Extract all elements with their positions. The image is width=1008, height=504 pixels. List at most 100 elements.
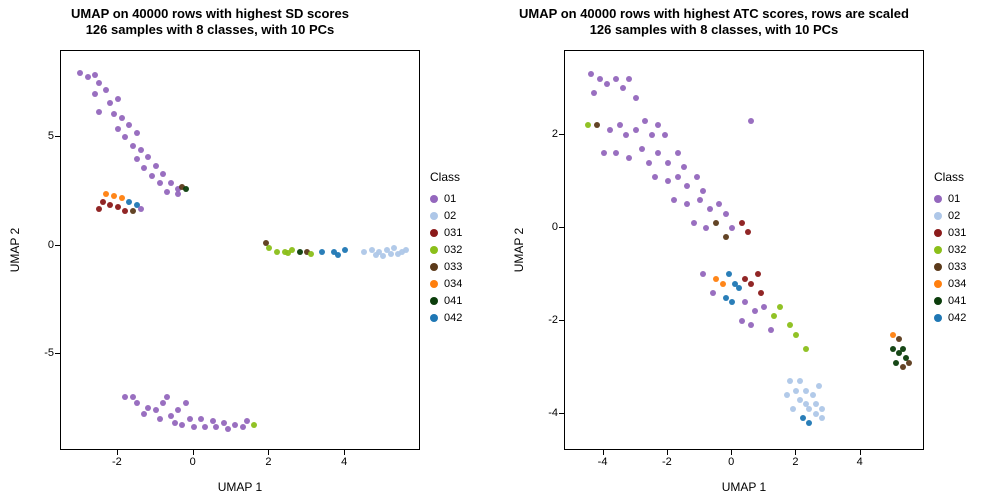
scatter-point: [745, 229, 751, 235]
scatter-point: [380, 253, 386, 259]
scatter-point: [675, 174, 681, 180]
left-xlabel: UMAP 1: [60, 480, 420, 494]
scatter-point: [187, 416, 193, 422]
legend-item: 032: [934, 241, 966, 258]
scatter-point: [172, 420, 178, 426]
scatter-point: [594, 122, 600, 128]
scatter-point: [198, 416, 204, 422]
y-tick: 0: [30, 238, 54, 252]
scatter-point: [202, 424, 208, 430]
y-tick: -4: [534, 406, 558, 420]
legend-item: 01: [430, 190, 462, 207]
legend-items: 0102031032033034041042: [934, 190, 966, 326]
x-tick: 4: [840, 456, 880, 468]
scatter-point: [134, 400, 140, 406]
scatter-point: [793, 332, 799, 338]
scatter-point: [620, 85, 626, 91]
scatter-point: [111, 111, 117, 117]
legend-swatch-icon: [430, 246, 438, 254]
legend-label: 032: [948, 244, 966, 256]
scatter-point: [633, 127, 639, 133]
scatter-point: [319, 249, 325, 255]
legend-items: 0102031032033034041042: [430, 190, 462, 326]
scatter-point: [755, 271, 761, 277]
legend-swatch-icon: [934, 280, 942, 288]
scatter-point: [617, 122, 623, 128]
scatter-point: [597, 76, 603, 82]
left-panel: UMAP on 40000 rows with highest SD score…: [0, 0, 504, 504]
scatter-point: [183, 186, 189, 192]
y-tick: 5: [30, 129, 54, 143]
scatter-point: [149, 173, 155, 179]
legend-label: 01: [444, 193, 456, 205]
scatter-point: [92, 72, 98, 78]
scatter-point: [175, 407, 181, 413]
scatter-point: [710, 290, 716, 296]
scatter-point: [729, 299, 735, 305]
scatter-point: [819, 406, 825, 412]
legend-title: Class: [430, 170, 462, 184]
y-tick: -5: [30, 346, 54, 360]
scatter-point: [210, 418, 216, 424]
left-title-line2: 126 samples with 8 classes, with 10 PCs: [86, 22, 335, 37]
legend-label: 02: [444, 210, 456, 222]
scatter-point: [240, 424, 246, 430]
legend-swatch-icon: [430, 229, 438, 237]
scatter-point: [742, 299, 748, 305]
scatter-point: [119, 115, 125, 121]
scatter-point: [266, 245, 272, 251]
scatter-point: [819, 415, 825, 421]
scatter-point: [168, 413, 174, 419]
legend-item: 041: [934, 292, 966, 309]
scatter-point: [797, 378, 803, 384]
scatter-point: [157, 416, 163, 422]
scatter-point: [697, 197, 703, 203]
legend-swatch-icon: [934, 314, 942, 322]
scatter-point: [665, 178, 671, 184]
legend-item: 033: [430, 258, 462, 275]
scatter-point: [723, 295, 729, 301]
scatter-point: [793, 388, 799, 394]
legend-item: 031: [934, 224, 966, 241]
legend-title: Class: [934, 170, 966, 184]
scatter-point: [716, 201, 722, 207]
scatter-point: [748, 281, 754, 287]
scatter-point: [111, 193, 117, 199]
scatter-point: [115, 126, 121, 132]
scatter-point: [684, 183, 690, 189]
scatter-point: [684, 201, 690, 207]
scatter-point: [723, 234, 729, 240]
scatter-point: [85, 74, 91, 80]
legend-label: 032: [444, 244, 462, 256]
scatter-point: [649, 132, 655, 138]
scatter-point: [251, 422, 257, 428]
legend-item: 034: [934, 275, 966, 292]
legend-swatch-icon: [934, 212, 942, 220]
page: UMAP on 40000 rows with highest SD score…: [0, 0, 1008, 504]
scatter-point: [391, 245, 397, 251]
scatter-point: [655, 150, 661, 156]
scatter-point: [130, 208, 136, 214]
scatter-point: [160, 171, 166, 177]
legend-item: 01: [934, 190, 966, 207]
right-ylabel: UMAP 2: [512, 50, 532, 450]
legend-label: 033: [948, 261, 966, 273]
scatter-point: [806, 406, 812, 412]
scatter-point: [890, 332, 896, 338]
x-tick: 0: [173, 456, 213, 468]
right-xlabel: UMAP 1: [564, 480, 924, 494]
x-tick: 2: [248, 456, 288, 468]
scatter-point: [134, 156, 140, 162]
scatter-point: [900, 346, 906, 352]
scatter-point: [107, 100, 113, 106]
scatter-point: [157, 180, 163, 186]
scatter-point: [787, 378, 793, 384]
scatter-point: [126, 122, 132, 128]
scatter-point: [103, 191, 109, 197]
scatter-point: [675, 150, 681, 156]
x-tick: 4: [324, 456, 364, 468]
legend-label: 034: [948, 278, 966, 290]
legend-label: 041: [444, 295, 462, 307]
scatter-point: [160, 400, 166, 406]
right-title-line1: UMAP on 40000 rows with highest ATC scor…: [519, 6, 909, 21]
